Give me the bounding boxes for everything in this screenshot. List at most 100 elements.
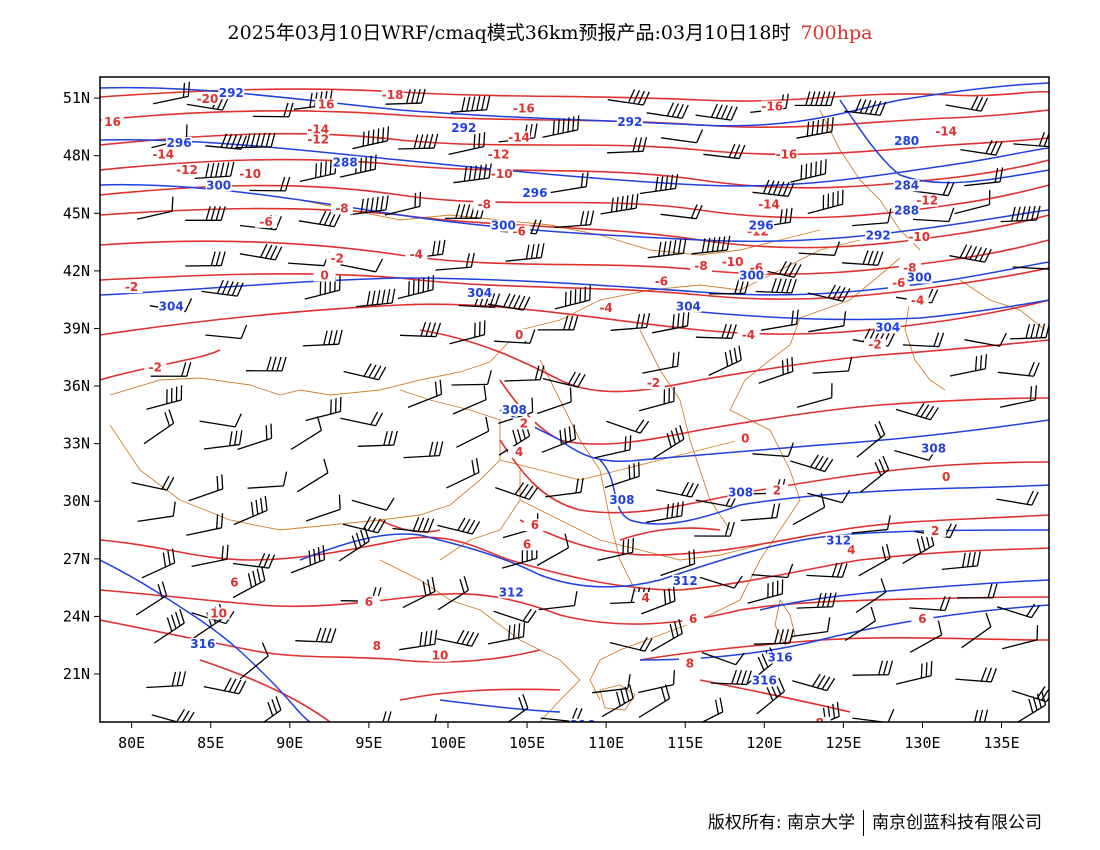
lon-tick-label: 125E <box>825 734 861 752</box>
wind-barb <box>537 315 579 331</box>
temp-contour-label: 16 <box>318 98 335 112</box>
temp-contour-label: -10 <box>908 230 930 244</box>
temp-label-bg <box>840 544 863 557</box>
wind-barb <box>188 474 224 502</box>
wind-barb <box>1000 205 1041 223</box>
temp-label-bg <box>365 640 388 653</box>
temp-label-bg <box>405 248 428 261</box>
temp-label-bg <box>906 294 929 307</box>
wind-barb <box>695 323 737 339</box>
temp-contour-label: -16 <box>761 100 783 114</box>
inner-border-2 <box>519 499 761 561</box>
wind-barb <box>796 117 834 139</box>
height-contour <box>100 82 1049 127</box>
temp-contour-label: -6 <box>892 276 905 290</box>
lat-tick-label: 33N <box>63 435 90 453</box>
wind-barb <box>790 159 827 183</box>
wind-barb <box>381 711 392 722</box>
wind-barb <box>252 102 294 118</box>
wind-barb <box>436 629 480 647</box>
footer-separator <box>863 810 864 836</box>
wind-barb <box>610 313 651 331</box>
wind-barb <box>505 243 545 262</box>
wind-barb <box>1014 690 1047 722</box>
temp-label-bg <box>512 102 535 115</box>
footer-left: 版权所有: 南京大学 <box>707 813 855 833</box>
temp-label-bg <box>357 595 380 608</box>
temp-contour <box>100 329 1049 393</box>
wind-barb <box>487 622 526 645</box>
wind-barb <box>247 471 288 489</box>
wind-barb <box>960 140 1003 156</box>
inner-border-1 <box>499 439 741 481</box>
inner-border-3 <box>539 359 641 601</box>
wind-barb <box>233 553 276 569</box>
wind-barb <box>199 413 242 428</box>
temp-label-bg <box>381 89 404 102</box>
wind-barb <box>609 637 653 652</box>
wind-barb <box>536 387 572 415</box>
height-label-bg <box>675 300 702 313</box>
wind-barb <box>290 545 326 574</box>
height-label-bg <box>189 638 216 651</box>
wind-barb <box>964 332 1007 347</box>
wind-barb <box>232 566 266 599</box>
temp-contour-label: -2 <box>149 361 162 375</box>
temp-contour-label: -8 <box>478 198 491 212</box>
wind-barb <box>597 537 635 562</box>
wind-barb <box>807 189 844 215</box>
temp-contour-label: 8 <box>686 656 694 670</box>
temp-label-bg <box>924 524 947 537</box>
wind-barb <box>152 81 191 105</box>
height-label-bg <box>501 403 528 416</box>
wind-barb <box>807 489 851 504</box>
wind-barb <box>205 324 248 340</box>
temp-label-bg <box>678 657 701 670</box>
wind-barb <box>146 385 183 410</box>
plateau-border <box>109 389 501 531</box>
wind-barb <box>185 251 226 267</box>
temp-label-bg <box>175 163 198 176</box>
temp-contour-label: 10 <box>210 606 227 620</box>
temp-contour-label: -12 <box>176 163 198 177</box>
wind-barb <box>855 578 887 614</box>
temp-label-bg <box>239 167 262 180</box>
height-label-bg <box>218 87 245 100</box>
height-contour-label: 312 <box>673 574 698 588</box>
wind-barb <box>305 396 342 422</box>
wind-barb <box>305 494 341 522</box>
wind-barb <box>493 608 537 624</box>
wind-barb <box>941 551 981 571</box>
height-contour <box>759 579 1049 611</box>
wind-barb <box>844 98 887 116</box>
temp-contour <box>499 439 1049 514</box>
wind-barb <box>652 311 690 334</box>
temp-contour-label: -14 <box>935 125 957 139</box>
wind-barb <box>205 133 248 150</box>
temp-contour-label: 16 <box>104 115 121 129</box>
wind-barb <box>909 620 943 653</box>
wind-barb <box>691 235 731 255</box>
wind-barb <box>338 527 370 562</box>
temp-label-bg <box>473 198 496 211</box>
temp-contour-label: 2 <box>931 524 939 538</box>
temp-label-bg <box>313 269 336 282</box>
wind-barb <box>384 191 422 216</box>
temp-contour-label: -8 <box>335 201 348 215</box>
wind-barb <box>403 441 444 459</box>
wind-barb <box>151 709 195 722</box>
wind-barb <box>842 250 884 266</box>
latitude-axis: 51N 48N 45N 42N 39N 36N 33N 30N 27N 24N 21N <box>63 89 100 683</box>
wind-barb <box>954 190 991 215</box>
lon-tick-label: 105E <box>509 734 545 752</box>
wind-barb <box>536 533 570 567</box>
lon-tick-label: 90E <box>276 734 303 752</box>
height-contour <box>100 559 311 722</box>
temp-contour-label: 0 <box>741 432 749 446</box>
height-contour-label: 308 <box>921 441 946 455</box>
wind-barb <box>137 501 176 523</box>
height-contour-label: 300 <box>491 219 516 233</box>
height-contour <box>839 99 1049 184</box>
temp-contour-label: -6 <box>655 274 668 288</box>
temp-contour-label: -10 <box>491 167 513 181</box>
